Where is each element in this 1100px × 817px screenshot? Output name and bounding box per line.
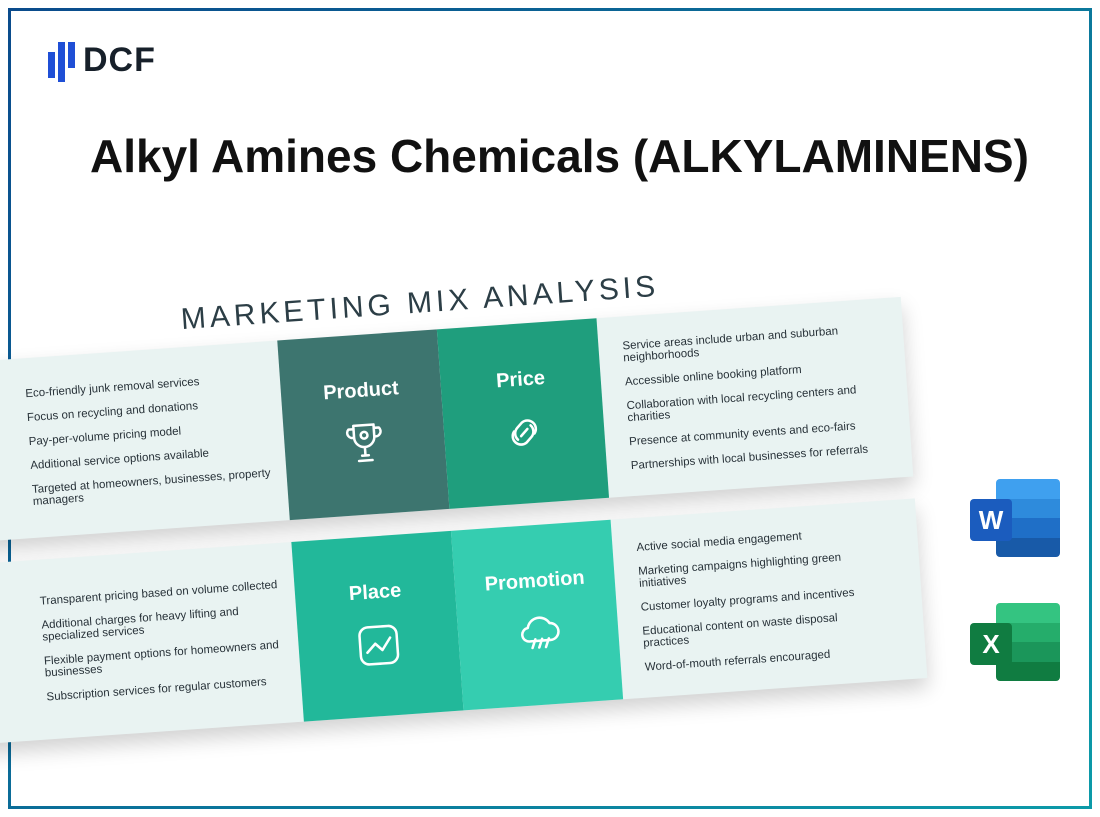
logo-bars-icon (48, 38, 75, 82)
list-item: Word-of-mouth referrals encouraged (645, 645, 886, 674)
list-item: Educational content on waste disposal pr… (642, 609, 884, 650)
cloud-icon (510, 605, 568, 663)
promotion-list: Active social media engagement Marketing… (611, 498, 928, 699)
word-letter: W (979, 505, 1004, 536)
product-list: Eco-friendly junk removal services Focus… (0, 341, 290, 544)
list-item: Additional charges for heavy lifting and… (41, 603, 283, 644)
list-item: Partnerships with local businesses for r… (630, 443, 871, 472)
list-item: Customer loyalty programs and incentives (640, 585, 881, 614)
list-item: Active social media engagement (636, 525, 877, 554)
card-place: Place (291, 531, 463, 722)
list-item: Transparent pricing based on volume coll… (39, 579, 280, 608)
word-badge: W (970, 499, 1012, 541)
list-item: Pay-per-volume pricing model (28, 419, 269, 448)
excel-icon: X (970, 597, 1060, 687)
place-list: Transparent pricing based on volume coll… (0, 542, 304, 745)
card-title: Product (322, 377, 399, 405)
file-icons: W X (970, 473, 1060, 687)
trophy-icon (336, 414, 394, 472)
card-title: Promotion (484, 566, 585, 596)
mix-row-2: Transparent pricing based on volume coll… (0, 498, 927, 745)
card-title: Place (348, 579, 402, 606)
list-item: Eco-friendly junk removal services (25, 371, 266, 400)
chart-icon (350, 616, 408, 674)
list-item: Focus on recycling and donations (27, 395, 268, 424)
link-icon (495, 403, 553, 461)
price-list: Service areas include urban and suburban… (596, 297, 913, 498)
word-icon: W (970, 473, 1060, 563)
list-item: Service areas include urban and suburban… (622, 324, 864, 365)
list-item: Targeted at homeowners, businesses, prop… (32, 467, 274, 508)
list-item: Additional service options available (30, 443, 271, 472)
logo-text: DCF (83, 41, 156, 80)
page-title: Alkyl Amines Chemicals (ALKYLAMINENS) (90, 130, 1029, 183)
card-price: Price (437, 318, 609, 509)
card-title: Price (495, 366, 545, 392)
card-promotion: Promotion (451, 520, 623, 711)
list-item: Marketing campaigns highlighting green i… (638, 549, 880, 590)
list-item: Subscription services for regular custom… (46, 675, 287, 704)
list-item: Flexible payment options for homeowners … (44, 639, 286, 680)
excel-badge: X (970, 623, 1012, 665)
marketing-mix-graphic: MARKETING MIX ANALYSIS Eco-friendly junk… (0, 253, 929, 767)
list-item: Presence at community events and eco-fai… (629, 419, 870, 448)
list-item: Collaboration with local recycling cente… (626, 384, 868, 425)
card-product: Product (277, 329, 449, 520)
logo: DCF (48, 38, 156, 82)
list-item: Accessible online booking platform (625, 360, 866, 389)
excel-letter: X (982, 629, 999, 660)
